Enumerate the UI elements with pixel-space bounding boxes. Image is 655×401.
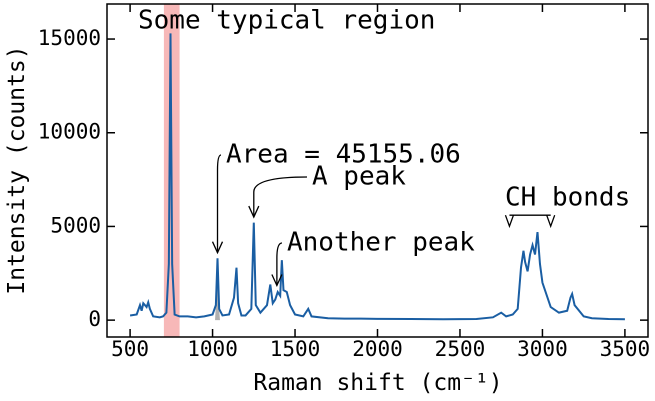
y-tick-label: 15000: [38, 26, 101, 50]
x-tick-label: 2500: [435, 337, 486, 361]
x-tick-label: 500: [111, 337, 149, 361]
y-axis-label: Intensity (counts): [4, 45, 30, 294]
annotation-text: A peak: [312, 162, 406, 192]
y-tick-label: 0: [88, 307, 101, 331]
bracket-arrow: [504, 214, 515, 229]
annotation-text: Another peak: [287, 228, 475, 258]
y-tick-label: 10000: [38, 120, 101, 144]
x-axis-label: Raman shift (cm⁻¹): [253, 370, 502, 396]
x-tick-label: 1000: [187, 337, 238, 361]
y-tick-label: 5000: [50, 213, 101, 237]
x-tick-label: 3500: [600, 337, 651, 361]
annotation-text: Area = 45155.06: [226, 140, 461, 170]
annotation-arrow: [253, 176, 308, 218]
annotation-arrow: [216, 154, 222, 253]
bracket-text: CH bonds: [505, 183, 630, 213]
x-tick-label: 3000: [517, 337, 568, 361]
annotation-arrow: [276, 242, 283, 286]
arrow-head: [211, 241, 224, 255]
x-tick-label: 1500: [270, 337, 321, 361]
bracket-arrow: [546, 214, 556, 229]
spectrum-line: [129, 33, 625, 321]
x-tick-label: 2000: [352, 337, 403, 361]
arrow-head: [271, 274, 283, 288]
region-label: Some typical region: [138, 6, 435, 36]
arrow-head: [248, 205, 260, 219]
